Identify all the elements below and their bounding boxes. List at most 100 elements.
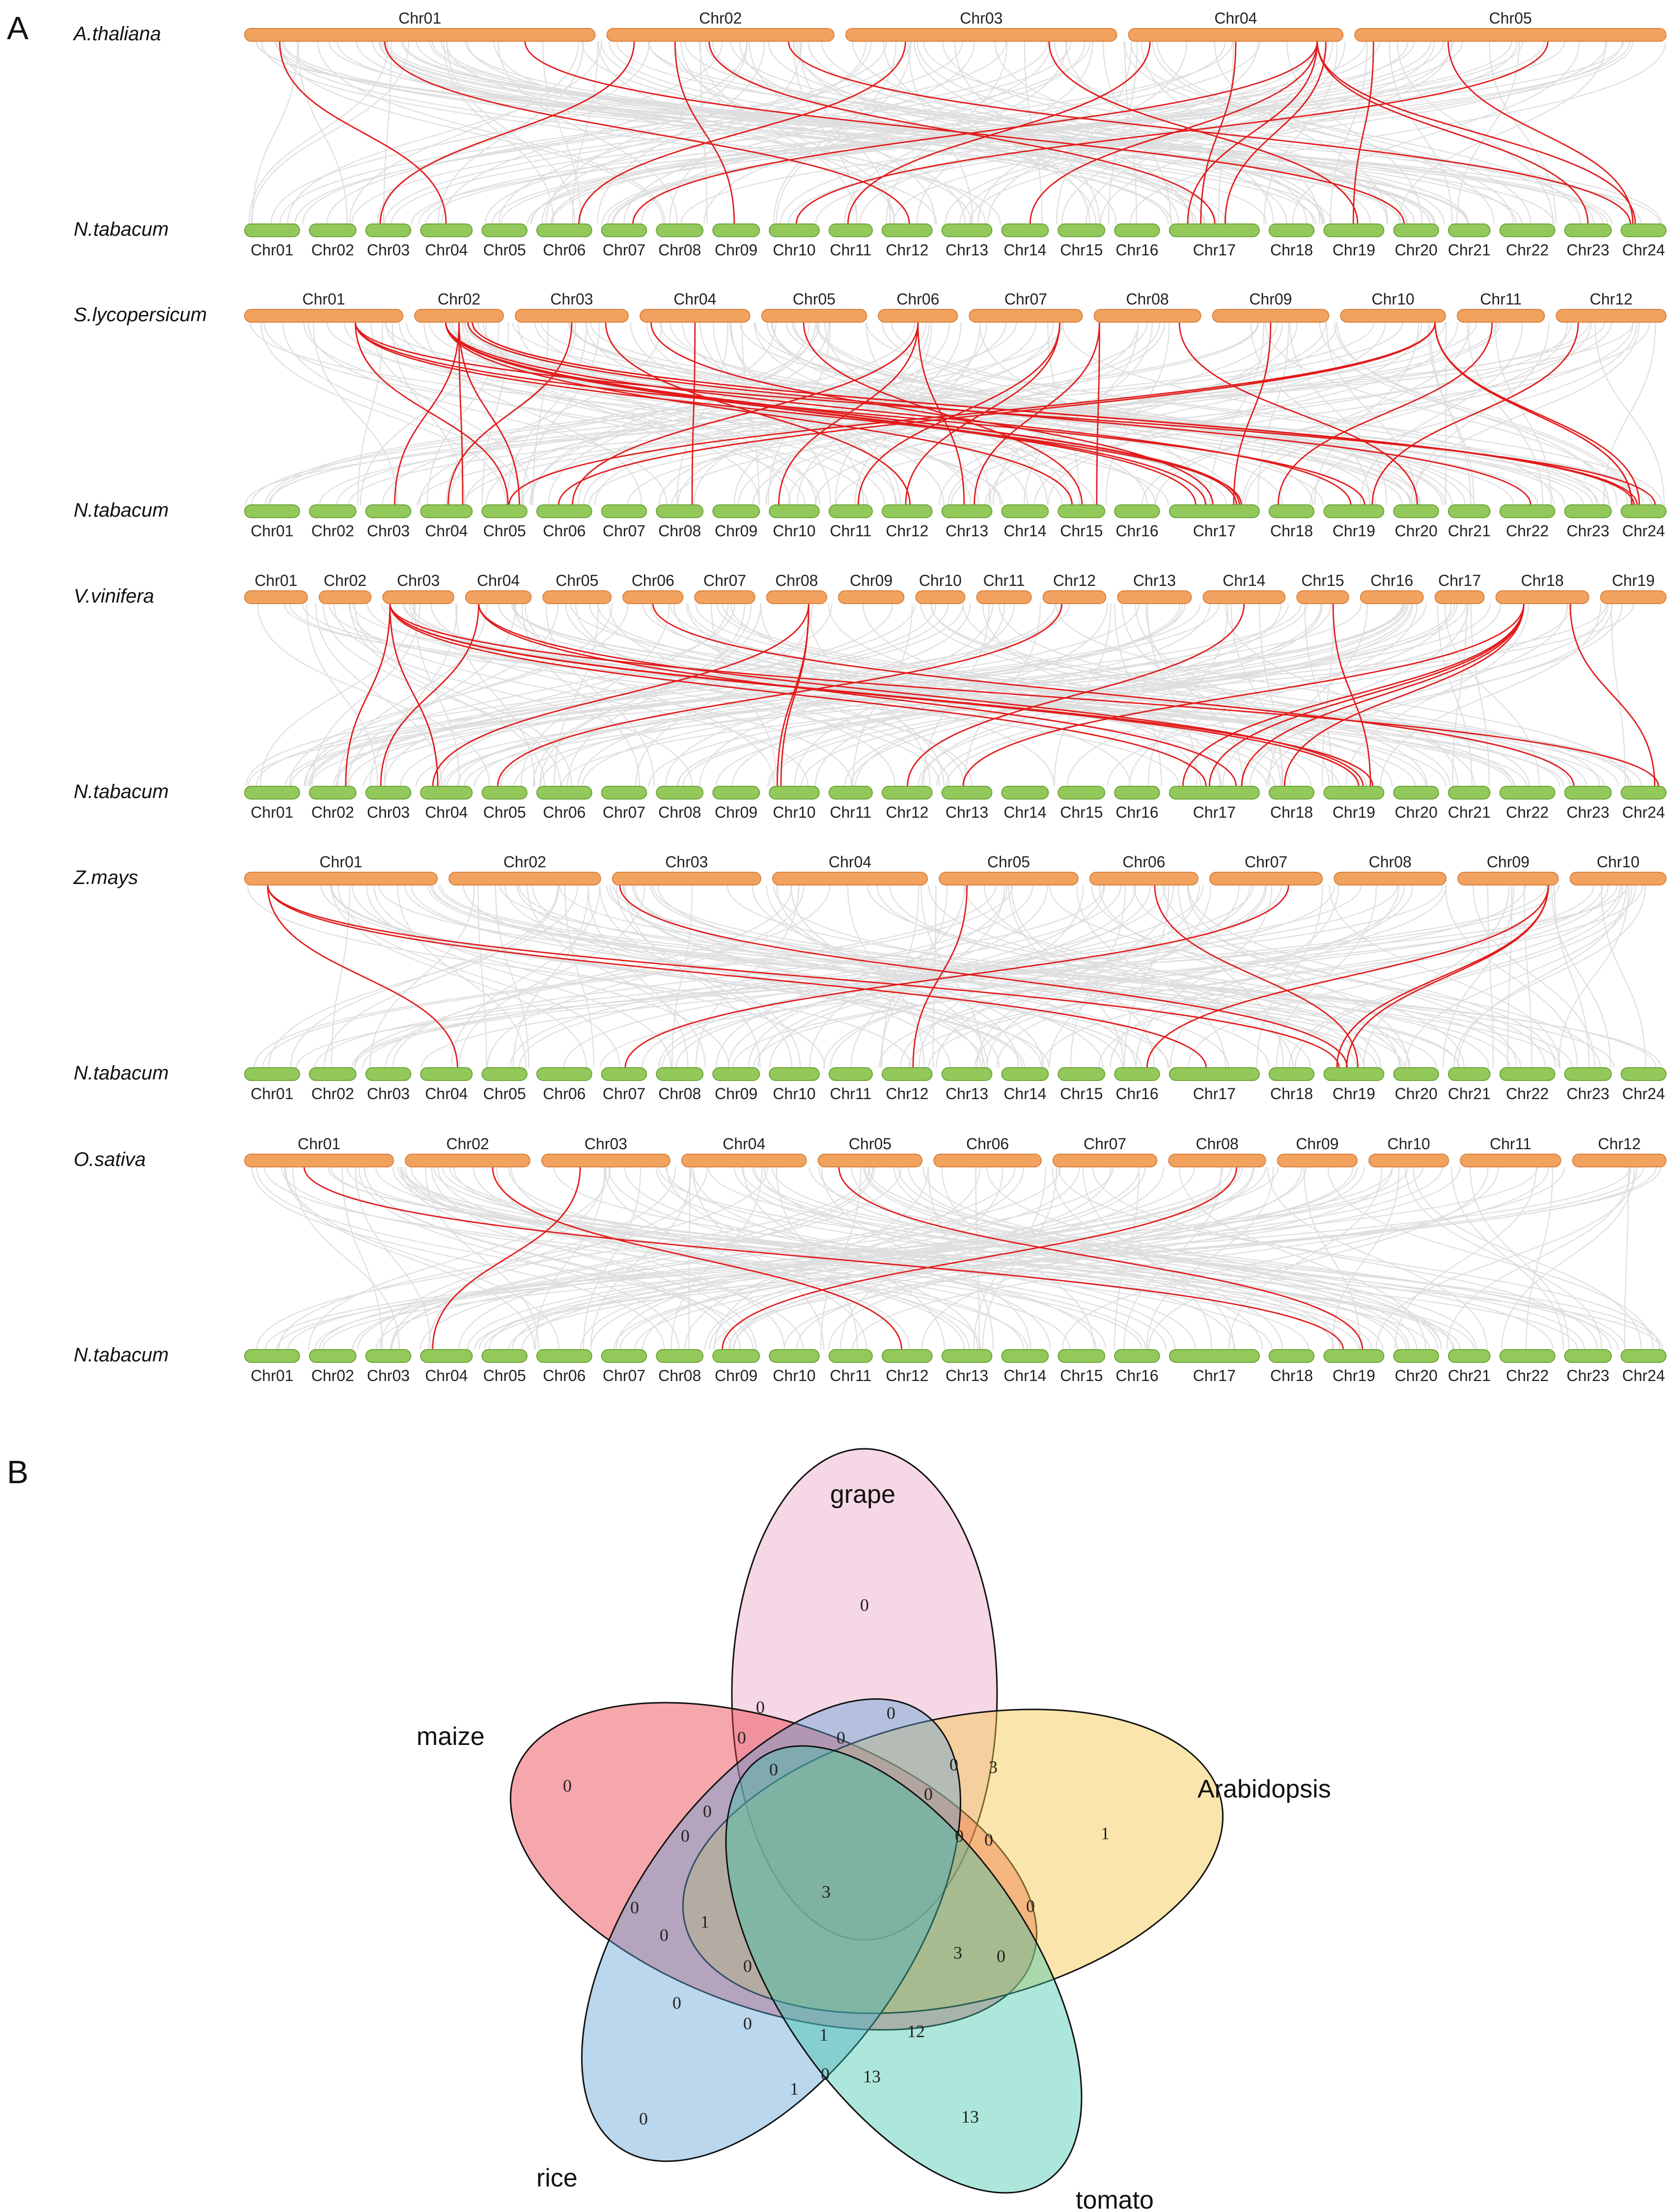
red-link [447, 322, 573, 505]
source-chromosome-bar [845, 28, 1117, 42]
target-chromosome-bar [656, 223, 704, 237]
gray-link [738, 322, 1165, 505]
target-chromosome-label: Chr09 [715, 1085, 757, 1103]
red-link [1187, 41, 1318, 224]
gray-link [328, 1166, 1661, 1350]
gray-link [1558, 885, 1630, 1068]
target-chromosome-label: Chr23 [1566, 1085, 1609, 1103]
gray-link [1061, 41, 1334, 224]
highlighted-links [345, 603, 1659, 787]
target-chromosome-label: Chr15 [1060, 522, 1103, 540]
source-chromosome-bar [1202, 590, 1286, 604]
source-chromosome-bar [969, 309, 1083, 323]
source-chromosome-label: Chr05 [556, 572, 598, 589]
target-chromosome-label: Chr17 [1193, 241, 1236, 259]
target-chromosome-bar [882, 1349, 933, 1363]
red-link [650, 322, 1214, 505]
gray-link [337, 885, 621, 1068]
venn-count: 13 [863, 2067, 881, 2086]
target-chromosome-label: Chr12 [886, 1085, 928, 1103]
red-link [632, 41, 1318, 224]
gray-link [248, 41, 389, 224]
target-chromosome-label: Chr07 [603, 1367, 645, 1384]
gray-link [600, 885, 1618, 1068]
gray-link [464, 603, 1607, 787]
target-chromosome-bar [1058, 786, 1106, 800]
gray-link [945, 41, 1435, 224]
venn-count: 0 [672, 1993, 681, 2013]
red-link [962, 603, 1525, 787]
gray-link [504, 885, 986, 1068]
target-chromosome-bar [1058, 1067, 1106, 1081]
gray-link [1487, 885, 1494, 1068]
gray-link [1129, 41, 1666, 224]
target-chromosome-label: Chr11 [830, 1367, 872, 1384]
target-chromosome-label: Chr08 [658, 803, 701, 821]
target-chromosome-label: Chr24 [1622, 1367, 1665, 1384]
gray-link [458, 1166, 875, 1350]
red-link [303, 1166, 1344, 1350]
gray-link [467, 41, 1206, 224]
venn-count: 0 [630, 1898, 639, 1917]
gray-link [305, 603, 613, 787]
gray-link [1554, 885, 1589, 1068]
target-chromosome-bar [1620, 1349, 1667, 1363]
gray-link [498, 41, 872, 224]
target-chromosome-label: Chr17 [1193, 1367, 1236, 1384]
gray-link [317, 41, 666, 224]
gray-link [677, 603, 1467, 787]
source-chromosome-label: Chr10 [919, 572, 962, 589]
gray-link [1054, 603, 1112, 787]
target-chromosome-label: Chr06 [543, 1367, 585, 1384]
gray-link [969, 41, 1608, 224]
gray-link [1267, 1166, 1488, 1350]
source-chromosome-label: Chr02 [503, 853, 546, 871]
target-chromosome-label: Chr23 [1566, 1367, 1609, 1384]
target-species-label: N.tabacum [74, 781, 168, 802]
source-chromosome-bar [1460, 1154, 1561, 1167]
gray-link [1008, 885, 1124, 1068]
gray-link [427, 322, 500, 505]
target-chromosome-bar [1499, 1349, 1556, 1363]
gray-link [1489, 41, 1557, 224]
source-chromosome-label: Chr05 [987, 853, 1030, 871]
gray-link [1495, 322, 1552, 505]
target-chromosome-bar [941, 1349, 993, 1363]
source-chromosome-bar [1569, 872, 1667, 885]
target-chromosome-label: Chr01 [250, 1367, 293, 1384]
target-chromosome-bar [769, 1067, 820, 1081]
venn-count: 0 [1026, 1896, 1035, 1916]
target-chromosome-label: Chr10 [773, 803, 815, 821]
gray-link [1389, 41, 1453, 224]
gray-link [404, 885, 1170, 1068]
target-chromosome-bar [712, 504, 760, 518]
target-chromosome-bar [712, 1067, 760, 1081]
red-link [674, 41, 735, 224]
target-chromosome-bar [1268, 504, 1315, 518]
source-chromosome-bar [1042, 590, 1107, 604]
source-chromosome-bar [838, 590, 905, 604]
source-chromosome-label: Chr01 [319, 853, 362, 871]
gray-link [521, 322, 600, 505]
source-chromosome-label: Chr08 [1196, 1135, 1239, 1153]
gray-link [1114, 1166, 1140, 1350]
target-chromosome-label: Chr12 [886, 1367, 928, 1384]
gray-link [1470, 1166, 1570, 1350]
source-chromosome-label: Chr07 [1245, 853, 1287, 871]
gray-link [362, 885, 1398, 1068]
gray-link [250, 322, 1169, 505]
source-chromosome-label: Chr09 [1296, 1135, 1338, 1153]
target-chromosome-bar [1393, 1349, 1439, 1363]
target-chromosome-label: Chr24 [1622, 803, 1665, 821]
gray-link [739, 41, 1117, 224]
gray-link [567, 603, 746, 787]
gray-link [612, 41, 1409, 224]
gray-link [1445, 885, 1578, 1068]
gray-link [1330, 41, 1368, 224]
gray-link [307, 322, 668, 505]
target-chromosome-bar [828, 1067, 873, 1081]
gray-link [752, 1166, 1585, 1350]
gray-link [704, 41, 1415, 224]
gray-link [324, 885, 559, 1068]
source-chromosome-label: Chr01 [254, 572, 297, 589]
